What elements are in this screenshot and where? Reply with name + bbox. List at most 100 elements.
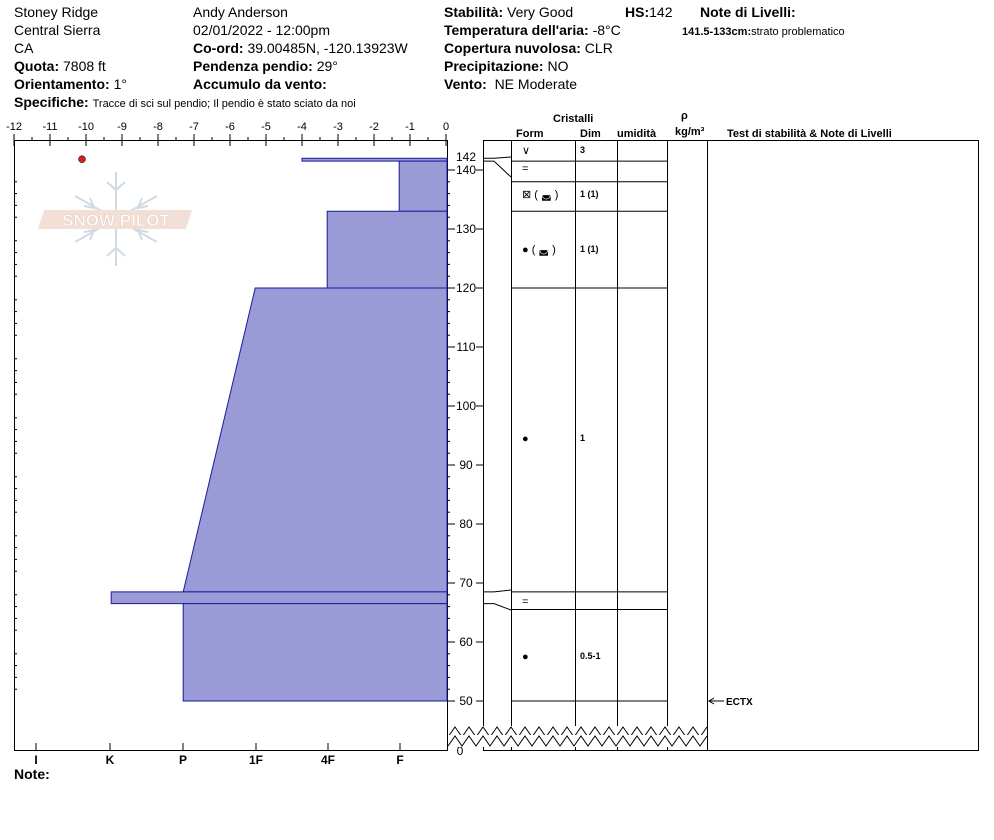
crystal-form: ● ( ◛ ) bbox=[522, 244, 556, 256]
crystal-form: = bbox=[522, 163, 528, 175]
aspect: Orientamento: 1° bbox=[14, 76, 127, 92]
hs-value: 142 bbox=[649, 4, 673, 20]
hardness-layer bbox=[326, 210, 448, 289]
wind-loading: Accumulo da vento: bbox=[193, 76, 327, 92]
layer-connector bbox=[484, 603, 512, 611]
hardness-tick-label: F bbox=[396, 753, 403, 767]
wind-loading-label: Accumulo da vento: bbox=[193, 76, 327, 92]
layer-connector bbox=[484, 589, 512, 593]
hardness-profile bbox=[110, 157, 448, 702]
height-top-label: 142 bbox=[456, 150, 476, 164]
hardness-tick-label: I bbox=[34, 753, 37, 767]
temp-tick-label: -7 bbox=[189, 121, 199, 133]
temp-tick-label: 0 bbox=[443, 121, 449, 133]
crystals-header: Cristalli bbox=[553, 113, 594, 125]
hardness-layer bbox=[182, 287, 448, 593]
crystal-form: ● bbox=[522, 651, 529, 663]
range-name: Central Sierra bbox=[14, 22, 101, 38]
aspect-label: Orientamento: bbox=[14, 76, 110, 92]
aspect-value: 1° bbox=[113, 76, 127, 92]
height-tick-label: 60 bbox=[459, 635, 473, 649]
moisture-header: umidità bbox=[617, 128, 657, 140]
form-header: Form bbox=[516, 128, 544, 140]
specifics-label: Specifiche: bbox=[14, 94, 89, 110]
hardness-tick-label: P bbox=[179, 753, 187, 767]
crystal-size: 1 (1) bbox=[580, 244, 599, 254]
wind-value: NE Moderate bbox=[494, 76, 578, 92]
crystal-symbols: ∨ 3 = ⊠ ( ◛ ) 1 (1) ● ( ◛ ) 1 (1) ● 1 = ● 0.5-1 bbox=[522, 145, 601, 663]
height-tick-label: 140 bbox=[456, 163, 476, 177]
temp-tick-label: -11 bbox=[42, 121, 57, 133]
temp-tick-label: -1 bbox=[405, 121, 415, 133]
height-tick-label: 70 bbox=[459, 576, 473, 590]
layer-connector bbox=[484, 160, 512, 178]
coordinates: Co-ord: 39.00485N, -120.13923W bbox=[193, 40, 408, 56]
crystal-size: 3 bbox=[580, 145, 585, 155]
crystal-form: ● bbox=[522, 433, 529, 445]
size-header: Dim bbox=[580, 128, 601, 140]
hardness-layer bbox=[398, 160, 448, 212]
temperature-axis: -12 -11 -10 -9 -8 -7 -6 -5 -4 -3 -2 -1 0 bbox=[6, 121, 449, 146]
temp-tick-label: -9 bbox=[117, 121, 127, 133]
hardness-layer bbox=[110, 591, 448, 605]
coord-label: Co-ord: bbox=[193, 40, 244, 56]
height-tick-label: 130 bbox=[456, 222, 476, 236]
precip-value: NO bbox=[547, 58, 569, 74]
temp-tick-label: -8 bbox=[153, 121, 163, 133]
crystal-form: = bbox=[522, 596, 528, 608]
stability: Stabilità: Very Good bbox=[444, 4, 573, 20]
slope-value: 29° bbox=[316, 58, 338, 74]
test-label: ECTX bbox=[726, 697, 753, 708]
temp-tick-label: -12 bbox=[6, 121, 22, 133]
temperature-point bbox=[78, 155, 86, 163]
observation-datetime: 02/01/2022 - 12:00pm bbox=[193, 22, 330, 38]
height-tick-label: 80 bbox=[459, 517, 473, 531]
layer-note-text: strato problematico bbox=[751, 26, 845, 38]
slope-label: Pendenza pendio: bbox=[193, 58, 313, 74]
snow-height: HS:142 bbox=[625, 4, 672, 20]
sky-cover: Copertura nuvolosa: CLR bbox=[444, 40, 613, 56]
height-tick-label: 110 bbox=[456, 340, 475, 354]
test-arrowhead bbox=[708, 697, 715, 705]
temperature-profile bbox=[78, 155, 86, 163]
temp-tick-label: -10 bbox=[78, 121, 94, 133]
observer-name: Andy Anderson bbox=[193, 4, 288, 20]
air-temperature: Temperatura dell'aria: -8°C bbox=[444, 22, 621, 38]
sky-label: Copertura nuvolosa: bbox=[444, 40, 581, 56]
location-name: Stoney Ridge bbox=[14, 4, 99, 20]
temp-tick-label: -2 bbox=[369, 121, 379, 133]
temp-tick-label: -3 bbox=[333, 121, 343, 133]
elevation-label: Quota: bbox=[14, 58, 60, 74]
sky-value: CLR bbox=[584, 40, 613, 56]
plot-frame bbox=[14, 140, 979, 751]
layer-note-range: 141.5-133cm: bbox=[682, 26, 752, 38]
notes-label: Note: bbox=[14, 766, 50, 782]
air-temp-label: Temperatura dell'aria: bbox=[444, 22, 589, 38]
stability-value: Very Good bbox=[507, 4, 574, 20]
precip-label: Precipitazione: bbox=[444, 58, 544, 74]
crystal-size: 0.5-1 bbox=[580, 651, 601, 661]
crystal-size: 1 bbox=[580, 433, 585, 443]
hardness-axis: I K P 1F 4F F bbox=[34, 743, 404, 767]
snowpilot-logo: SNOW PILOT bbox=[38, 172, 192, 266]
air-temp-value: -8°C bbox=[592, 22, 621, 38]
height-tick-label: 100 bbox=[456, 399, 476, 413]
hardness-layer bbox=[182, 603, 448, 702]
hardness-tick-label: K bbox=[106, 753, 115, 767]
elevation-value: 7808 ft bbox=[63, 58, 106, 74]
precipitation: Precipitazione: NO bbox=[444, 58, 568, 74]
specifics: Specifiche: Tracce di sci sul pendio; Il… bbox=[14, 94, 356, 112]
crystal-form: ∨ bbox=[522, 145, 530, 157]
hs-label: HS: bbox=[625, 4, 650, 20]
logo-text: SNOW PILOT bbox=[62, 211, 170, 230]
temp-tick-label: -4 bbox=[297, 121, 307, 133]
axis-break bbox=[447, 726, 708, 747]
density-unit-header: kg/m³ bbox=[675, 126, 705, 138]
layer-connector bbox=[484, 156, 512, 159]
temp-tick-label: -6 bbox=[225, 121, 235, 133]
specifics-value: Tracce di sci sul pendio; Il pendio è st… bbox=[92, 98, 356, 110]
temp-tick-label: -5 bbox=[261, 121, 271, 133]
height-tick-label: 50 bbox=[459, 694, 473, 708]
elevation: Quota: 7808 ft bbox=[14, 58, 106, 74]
